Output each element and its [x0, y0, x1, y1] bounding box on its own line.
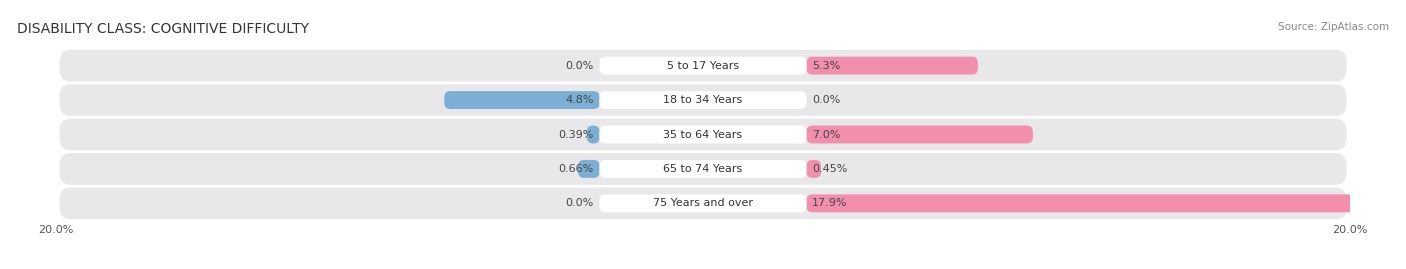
Text: 4.8%: 4.8% — [565, 95, 593, 105]
Text: Source: ZipAtlas.com: Source: ZipAtlas.com — [1278, 22, 1389, 31]
Text: 0.39%: 0.39% — [558, 129, 593, 140]
Text: 0.0%: 0.0% — [565, 198, 593, 208]
Text: 0.66%: 0.66% — [558, 164, 593, 174]
Text: 0.45%: 0.45% — [813, 164, 848, 174]
FancyBboxPatch shape — [59, 84, 1347, 116]
Text: 0.0%: 0.0% — [813, 95, 841, 105]
FancyBboxPatch shape — [59, 153, 1347, 185]
FancyBboxPatch shape — [807, 57, 979, 75]
FancyBboxPatch shape — [59, 50, 1347, 82]
FancyBboxPatch shape — [599, 126, 807, 143]
FancyBboxPatch shape — [444, 91, 599, 109]
FancyBboxPatch shape — [807, 194, 1385, 212]
Text: 75 Years and over: 75 Years and over — [652, 198, 754, 208]
Text: 5 to 17 Years: 5 to 17 Years — [666, 61, 740, 71]
Text: 18 to 34 Years: 18 to 34 Years — [664, 95, 742, 105]
FancyBboxPatch shape — [59, 119, 1347, 150]
Text: DISABILITY CLASS: COGNITIVE DIFFICULTY: DISABILITY CLASS: COGNITIVE DIFFICULTY — [17, 22, 309, 36]
FancyBboxPatch shape — [599, 91, 807, 109]
Text: 17.9%: 17.9% — [813, 198, 848, 208]
FancyBboxPatch shape — [599, 57, 807, 75]
Text: 5.3%: 5.3% — [813, 61, 841, 71]
Text: 0.0%: 0.0% — [565, 61, 593, 71]
FancyBboxPatch shape — [807, 126, 1033, 143]
FancyBboxPatch shape — [578, 160, 599, 178]
FancyBboxPatch shape — [807, 160, 821, 178]
FancyBboxPatch shape — [599, 194, 807, 212]
FancyBboxPatch shape — [586, 126, 599, 143]
FancyBboxPatch shape — [599, 160, 807, 178]
Text: 7.0%: 7.0% — [813, 129, 841, 140]
Text: 35 to 64 Years: 35 to 64 Years — [664, 129, 742, 140]
Text: 65 to 74 Years: 65 to 74 Years — [664, 164, 742, 174]
FancyBboxPatch shape — [59, 187, 1347, 219]
